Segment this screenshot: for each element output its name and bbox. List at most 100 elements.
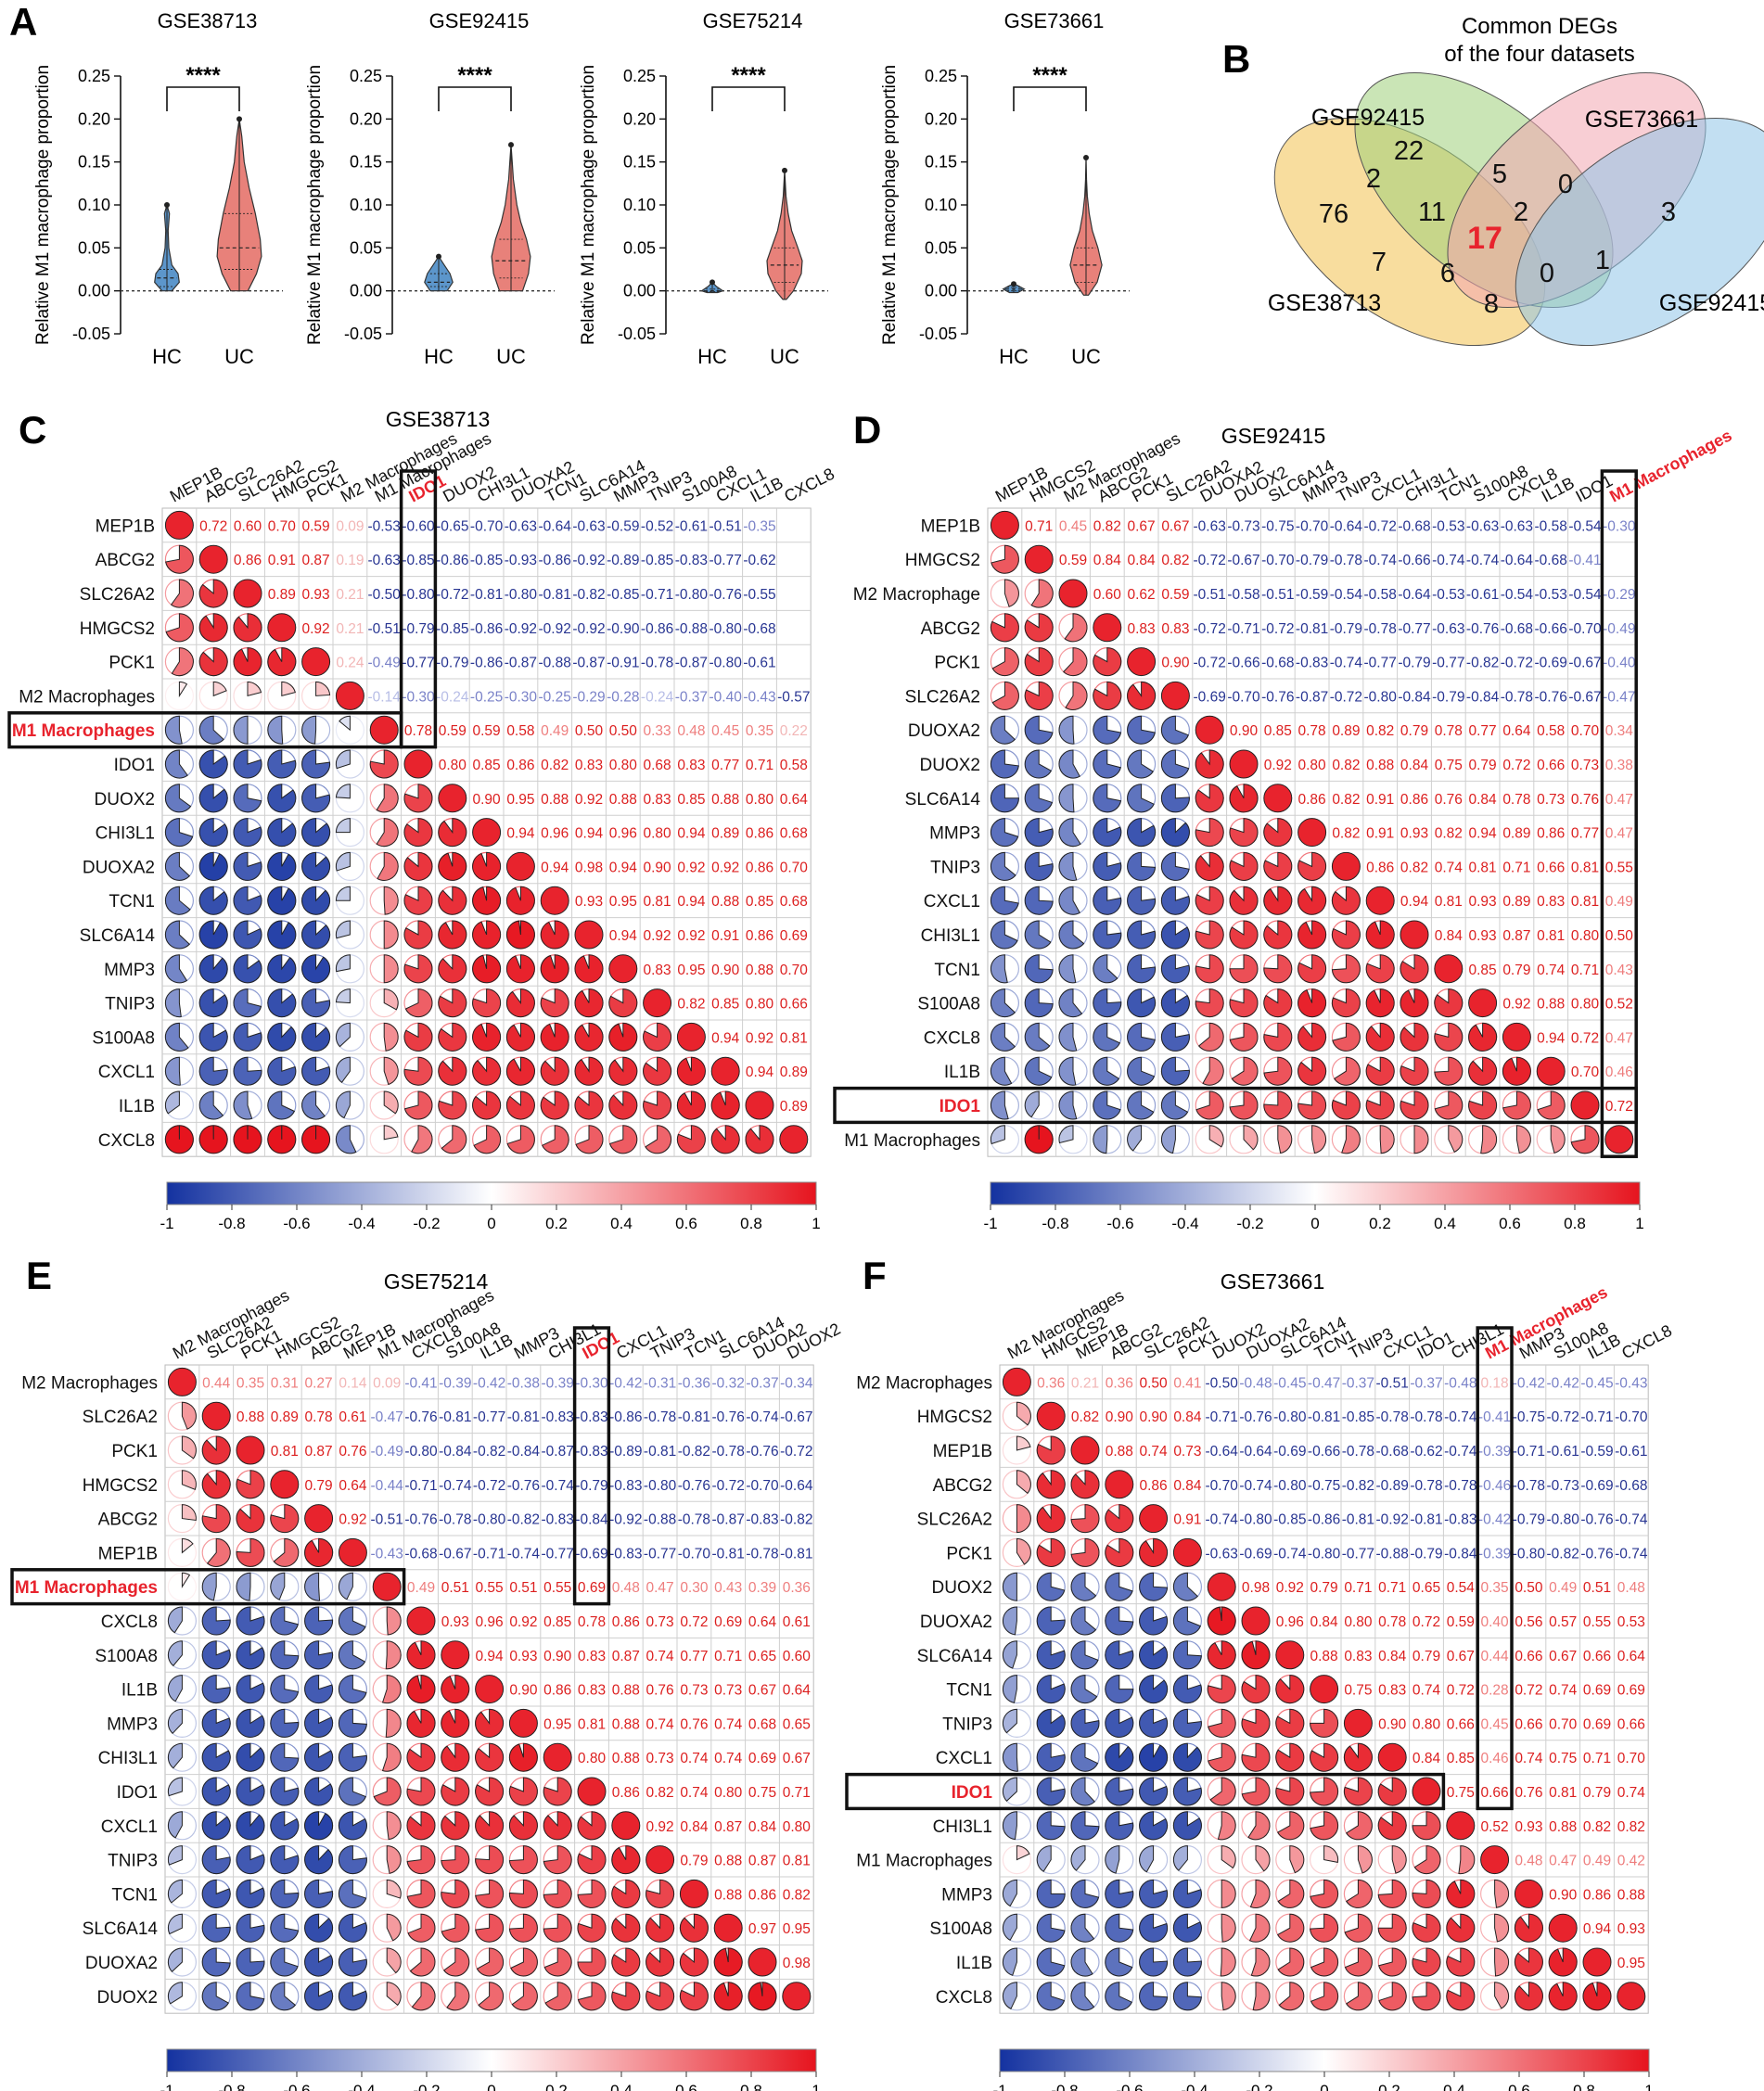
corr-pie bbox=[543, 1777, 572, 1806]
corr-value: 0.60 bbox=[234, 518, 262, 534]
corr-value: 0.09 bbox=[336, 518, 364, 534]
corr-pie bbox=[1494, 1913, 1510, 1943]
y-tick-label: 0.05 bbox=[623, 238, 656, 257]
corr-pie bbox=[181, 1470, 197, 1490]
corr-value: -0.63 bbox=[1501, 518, 1533, 534]
corr-value: 0.88 bbox=[746, 963, 773, 978]
corr-pie bbox=[164, 988, 182, 1018]
corr-value: -0.79 bbox=[1410, 1546, 1442, 1562]
corr-value: 0.92 bbox=[746, 1030, 773, 1046]
corr-pie bbox=[1263, 954, 1293, 984]
corr-pie bbox=[267, 920, 297, 950]
corr-pie bbox=[1093, 818, 1122, 848]
corr-value: -0.84 bbox=[1398, 689, 1431, 705]
corr-pie bbox=[1377, 1913, 1407, 1943]
violin-max-point bbox=[709, 279, 715, 286]
corr-pie bbox=[1434, 1022, 1464, 1052]
corr-pie bbox=[472, 954, 502, 984]
corr-value: -0.51 bbox=[368, 621, 401, 637]
corr-pie bbox=[338, 1879, 367, 1908]
corr-pie bbox=[1070, 1504, 1100, 1534]
corr-value: -0.42 bbox=[1478, 1512, 1511, 1528]
corr-value: -0.76 bbox=[1580, 1546, 1613, 1562]
corr-value: 0.74 bbox=[1515, 1751, 1543, 1766]
corr-value: -0.53 bbox=[1535, 587, 1567, 603]
corr-value: -0.75 bbox=[1308, 1478, 1340, 1494]
corr-pie bbox=[1448, 1125, 1464, 1154]
corr-pie bbox=[1494, 1879, 1510, 1908]
corr-value: -0.45 bbox=[1273, 1375, 1306, 1391]
corr-value: 0.88 bbox=[236, 1409, 264, 1425]
y-tick-label: -0.05 bbox=[919, 325, 957, 343]
row-label: S100A8 bbox=[92, 1028, 155, 1048]
x-tick-label: UC bbox=[1071, 345, 1101, 368]
corr-pie bbox=[608, 1090, 638, 1120]
corr-value: -0.80 bbox=[473, 1512, 506, 1528]
row-label: DUOX2 bbox=[95, 790, 155, 810]
y-tick-label: 0.25 bbox=[925, 67, 957, 85]
corr-pie bbox=[1208, 1125, 1224, 1148]
violin-max-point bbox=[436, 253, 441, 260]
y-tick-label: 0.15 bbox=[350, 153, 382, 172]
corr-pie bbox=[1468, 1090, 1498, 1120]
row-label: SLC26A2 bbox=[83, 1408, 158, 1427]
corr-pie bbox=[165, 613, 194, 643]
corr-pie bbox=[990, 988, 1016, 1018]
violin-max-point bbox=[1083, 155, 1089, 161]
corr-value: -0.78 bbox=[1501, 689, 1533, 705]
corr-pie bbox=[267, 647, 297, 677]
corr-pie bbox=[1400, 1056, 1429, 1086]
corr-value: 0.58 bbox=[1537, 723, 1565, 739]
corr-pie bbox=[236, 1675, 265, 1704]
corr-pie bbox=[1016, 1537, 1031, 1565]
corr-value: -0.72 bbox=[712, 1478, 745, 1494]
corr-value: 0.81 bbox=[1549, 1785, 1577, 1801]
corr-pie bbox=[540, 1090, 569, 1120]
corr-pie bbox=[1036, 1982, 1066, 2011]
corr-value: 0.77 bbox=[1571, 826, 1599, 842]
heatmap-title: GSE75214 bbox=[384, 1269, 489, 1294]
corr-value: 0.59 bbox=[1447, 1614, 1475, 1630]
corr-pie bbox=[381, 1742, 402, 1772]
corr-pie bbox=[335, 920, 351, 939]
corr-pie bbox=[1331, 1090, 1361, 1120]
corr-value: 0.72 bbox=[1515, 1683, 1542, 1699]
corr-pie bbox=[1252, 1982, 1271, 2011]
corr-value: -0.69 bbox=[575, 1546, 607, 1562]
corr-pie bbox=[1036, 1811, 1066, 1841]
corr-value: 0.85 bbox=[746, 894, 773, 910]
violin-max-point bbox=[164, 202, 170, 208]
corr-value: -0.83 bbox=[542, 1512, 574, 1528]
corr-value: -0.82 bbox=[678, 1444, 710, 1460]
corr-value: -0.87 bbox=[675, 656, 708, 671]
corr-value: -0.78 bbox=[1410, 1409, 1442, 1425]
corr-pie bbox=[611, 1947, 641, 1977]
corr-pie bbox=[233, 954, 262, 984]
significance-bracket bbox=[1013, 86, 1087, 111]
corr-pie bbox=[1514, 1982, 1543, 2011]
colorbar-tick-label: 0.8 bbox=[1564, 1215, 1586, 1232]
corr-pie bbox=[1365, 988, 1395, 1018]
corr-pie bbox=[383, 886, 399, 915]
corr-pie bbox=[1105, 1675, 1134, 1704]
y-tick-label: 0.00 bbox=[925, 282, 957, 300]
corr-value: -0.78 bbox=[1513, 1478, 1545, 1494]
corr-value: -0.78 bbox=[1376, 1409, 1409, 1425]
corr-value: -0.92 bbox=[505, 621, 537, 637]
corr-value: 0.49 bbox=[407, 1580, 435, 1596]
row-label: CXCL1 bbox=[936, 1749, 992, 1768]
corr-pie bbox=[438, 851, 467, 881]
corr-pie bbox=[577, 1879, 607, 1908]
corr-pie bbox=[301, 1090, 326, 1120]
row-label: CHI3L1 bbox=[96, 824, 155, 844]
corr-pie bbox=[386, 1811, 402, 1841]
corr-value: 0.39 bbox=[748, 1580, 776, 1596]
corr-pie bbox=[1036, 1435, 1066, 1465]
corr-pie bbox=[710, 1056, 740, 1086]
corr-value: -0.68 bbox=[1261, 656, 1294, 671]
colorbar-tick-label: 0 bbox=[1310, 1215, 1319, 1232]
corr-value: 0.43 bbox=[1605, 963, 1633, 978]
corr-pie bbox=[1229, 784, 1259, 813]
corr-pie bbox=[386, 1606, 402, 1636]
corr-pie bbox=[1400, 988, 1429, 1018]
